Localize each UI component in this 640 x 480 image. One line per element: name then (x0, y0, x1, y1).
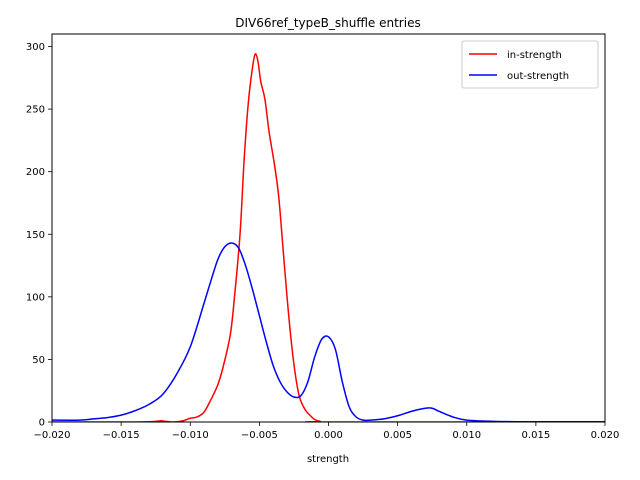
x-tick-label: −0.010 (172, 430, 209, 441)
x-tick-label: 0.000 (314, 430, 343, 441)
x-tick-label: −0.005 (241, 430, 278, 441)
x-tick-label: 0.020 (591, 430, 620, 441)
x-tick-label: 0.015 (522, 430, 551, 441)
y-tick-label: 0 (39, 418, 45, 429)
series-layer (52, 53, 605, 422)
y-tick-label: 200 (26, 167, 45, 178)
y-tick-label: 250 (26, 105, 45, 116)
x-axis-label: strength (307, 454, 349, 465)
y-tick-label: 300 (26, 42, 45, 53)
series-line-out-strength (52, 242, 605, 422)
y-tick-label: 100 (26, 292, 45, 303)
legend-box (461, 40, 599, 89)
y-tick-label: 50 (32, 355, 45, 366)
chart-title: DIV66ref_typeB_shuffle entries (235, 16, 420, 30)
x-tick-label: 0.005 (383, 430, 412, 441)
series-line-in-strength (52, 53, 605, 422)
legend-label-out-strength: out-strength (507, 71, 569, 82)
x-tick-label: −0.020 (33, 430, 70, 441)
axis-ticks: −0.020 −0.015 −0.010 −0.005 0.000 0.005 0.010 0… (26, 42, 619, 441)
x-tick-label: −0.015 (103, 430, 140, 441)
legend: in-strength out-strength (461, 40, 599, 89)
y-tick-label: 150 (26, 230, 45, 241)
legend-label-in-strength: in-strength (507, 50, 562, 61)
x-tick-label: 0.010 (452, 430, 481, 441)
